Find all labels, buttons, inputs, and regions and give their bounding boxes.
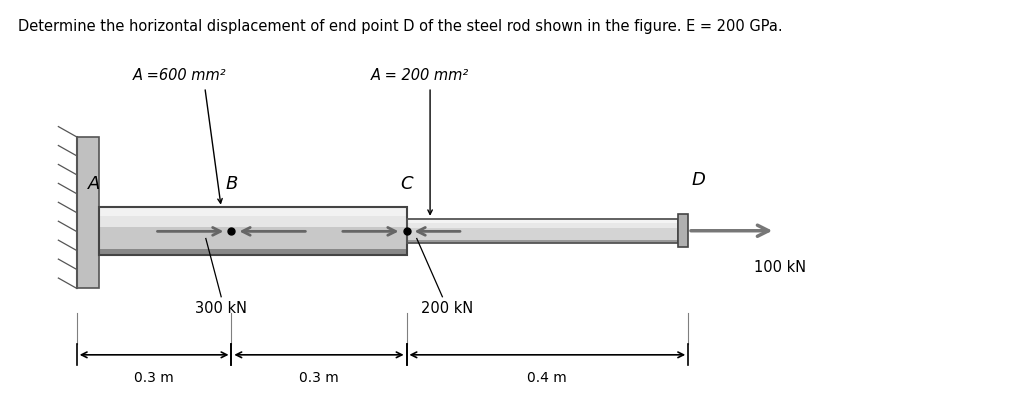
Bar <box>99 208 407 227</box>
Text: 200 kN: 200 kN <box>421 301 474 316</box>
Bar <box>407 219 678 228</box>
Text: B: B <box>225 175 238 193</box>
Text: 300 kN: 300 kN <box>196 301 247 316</box>
Text: A =600 mm²: A =600 mm² <box>132 68 226 83</box>
Text: A: A <box>88 175 100 193</box>
Text: 0.3 m: 0.3 m <box>299 371 339 386</box>
Text: D: D <box>691 171 706 189</box>
Text: C: C <box>400 175 413 193</box>
Bar <box>99 208 407 216</box>
Text: A = 200 mm²: A = 200 mm² <box>371 68 469 83</box>
Bar <box>407 219 678 223</box>
Bar <box>407 219 678 243</box>
Bar <box>407 240 678 243</box>
Text: Determine the horizontal displacement of end point D of the steel rod shown in t: Determine the horizontal displacement of… <box>18 19 783 34</box>
Bar <box>678 214 688 247</box>
Bar <box>77 137 99 288</box>
Bar <box>99 208 407 255</box>
Text: 0.4 m: 0.4 m <box>527 371 567 386</box>
Text: 100 kN: 100 kN <box>755 260 806 275</box>
Bar <box>407 219 678 243</box>
Text: 0.3 m: 0.3 m <box>134 371 174 386</box>
Bar <box>99 249 407 255</box>
Bar <box>99 208 407 255</box>
